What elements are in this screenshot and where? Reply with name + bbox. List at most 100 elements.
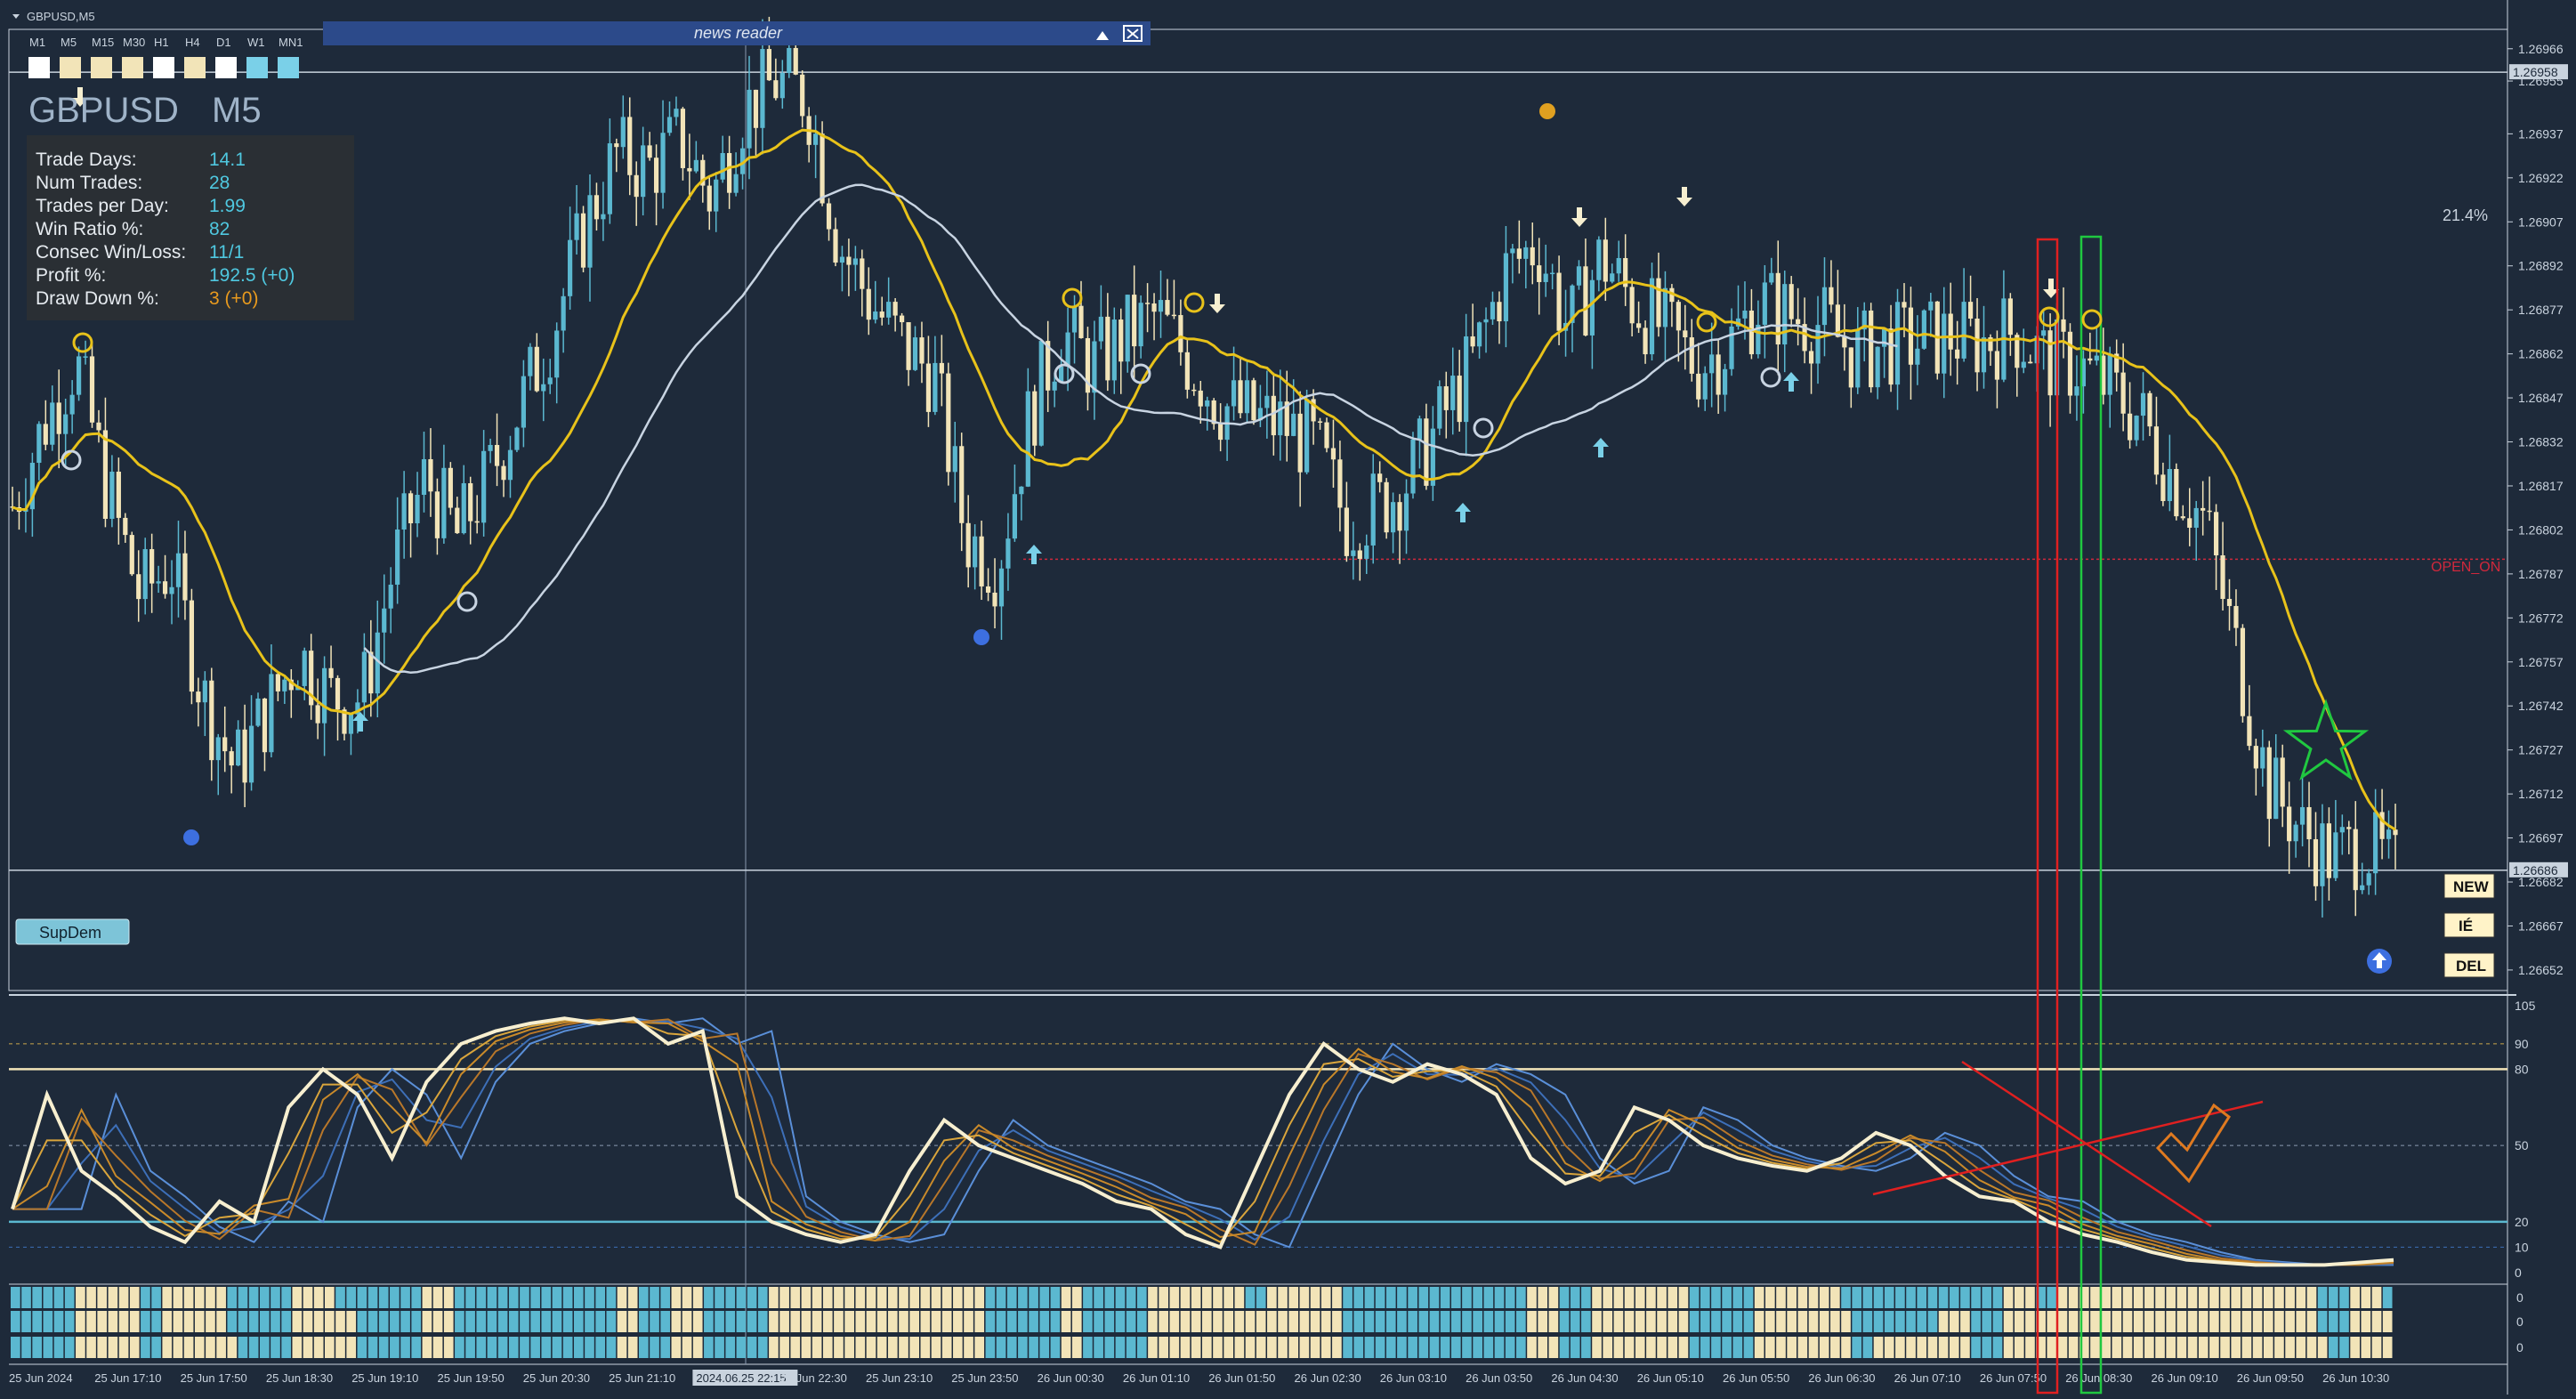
timeframe-button[interactable]: M5 [61, 36, 77, 49]
strip-cell [1213, 1311, 1223, 1332]
candle [2180, 516, 2185, 519]
timeframe-button[interactable]: MN1 [279, 36, 303, 49]
strip-cell [2155, 1287, 2165, 1308]
strip-cell [671, 1311, 682, 1332]
strip-cell [1538, 1311, 1548, 1332]
strip-cell [1646, 1287, 1656, 1308]
price-tick-label: 1.26832 [2518, 435, 2564, 449]
strip-cell [899, 1311, 908, 1332]
strip-cell [1884, 1337, 1894, 1358]
strip-cell [1830, 1287, 1840, 1308]
candle [1994, 351, 2000, 380]
timeframe-swatch[interactable] [122, 57, 143, 78]
strip-cell [1408, 1337, 1417, 1358]
candle [315, 705, 320, 724]
candle [680, 109, 686, 168]
close-icon[interactable] [1123, 25, 1143, 42]
candle [83, 356, 88, 358]
strip-cell [1548, 1287, 1559, 1308]
mid-button[interactable] [2443, 912, 2495, 938]
timeframe-button[interactable]: H4 [185, 36, 200, 49]
timeframe-swatch[interactable] [153, 57, 174, 78]
timeframe-button[interactable]: M30 [123, 36, 145, 49]
strip-cell [129, 1337, 140, 1358]
candle [474, 521, 480, 523]
candle [275, 674, 280, 691]
timeframe-button[interactable]: W1 [247, 36, 265, 49]
timeframe-button[interactable]: H1 [154, 36, 169, 49]
strip-cell [378, 1337, 389, 1358]
timeframe-swatch[interactable] [28, 57, 50, 78]
strip-cell [2263, 1287, 2273, 1308]
strip-cell [1808, 1311, 1819, 1332]
strip-cell [76, 1287, 85, 1308]
scroll-up-icon[interactable] [1096, 31, 1109, 40]
strip-cell [639, 1287, 649, 1308]
strip-cell [400, 1337, 410, 1358]
candle [1284, 401, 1289, 436]
candle [494, 444, 500, 466]
strip-cell [1288, 1287, 1299, 1308]
strip-cell [1418, 1337, 1429, 1358]
candle [1291, 413, 1296, 436]
strip-cell [2068, 1337, 2079, 1358]
candle [1324, 422, 1329, 449]
candle [1171, 314, 1177, 317]
candle [434, 491, 440, 538]
timeframe-swatch[interactable] [60, 57, 81, 78]
strip-cell [497, 1311, 508, 1332]
candle [1211, 400, 1216, 425]
timeframe-swatch[interactable] [246, 57, 268, 78]
timeframe-swatch[interactable] [91, 57, 112, 78]
candle [1729, 326, 1734, 369]
strip-cell [2339, 1287, 2349, 1308]
candle [1165, 300, 1170, 315]
strip-cell [2112, 1311, 2122, 1332]
candle [43, 424, 48, 445]
candle [1390, 502, 1396, 533]
timeframe-button[interactable]: M15 [92, 36, 114, 49]
new-button[interactable] [2443, 873, 2495, 899]
strip-cell [1938, 1311, 1949, 1332]
timeframe-swatch[interactable] [278, 57, 299, 78]
del-button[interactable] [2443, 952, 2495, 978]
supdem-button[interactable] [15, 918, 130, 945]
strip-cell [1527, 1311, 1537, 1332]
candle [933, 362, 938, 412]
candle [1882, 328, 1887, 347]
candle [1344, 507, 1349, 556]
candle [1410, 439, 1416, 494]
news-reader-bar[interactable] [323, 21, 1151, 45]
osc-tick-label: 80 [2515, 1062, 2529, 1076]
strip-cell [1278, 1311, 1288, 1332]
strip-cell [1473, 1287, 1482, 1308]
strip-cell [812, 1311, 822, 1332]
strip-cell [1450, 1311, 1461, 1332]
candle [1848, 347, 1853, 388]
timeframe-swatch[interactable] [215, 57, 237, 78]
strip-cell [2350, 1311, 2360, 1332]
strip-cell [1570, 1287, 1580, 1308]
strip-cell [1635, 1287, 1645, 1308]
timeframe-swatch[interactable] [184, 57, 206, 78]
strip-cell [1148, 1311, 1158, 1332]
strip-cell [964, 1311, 973, 1332]
ma-marker-icon [1760, 367, 1781, 388]
strip-cell [1603, 1337, 1613, 1358]
candle [1948, 313, 1953, 350]
candle [2187, 518, 2192, 528]
candle [1403, 493, 1409, 531]
timeframe-button[interactable]: D1 [216, 36, 231, 49]
timeframe-button[interactable]: M1 [29, 36, 45, 49]
strip-cell [692, 1287, 703, 1308]
candle [2220, 555, 2225, 599]
strip-cell [1126, 1337, 1136, 1358]
candle [29, 463, 35, 510]
strip-cell [1603, 1287, 1613, 1308]
collapse-icon[interactable] [12, 14, 20, 19]
strip-cell [32, 1311, 43, 1332]
candle [1038, 341, 1044, 446]
strip-cell [335, 1337, 345, 1358]
